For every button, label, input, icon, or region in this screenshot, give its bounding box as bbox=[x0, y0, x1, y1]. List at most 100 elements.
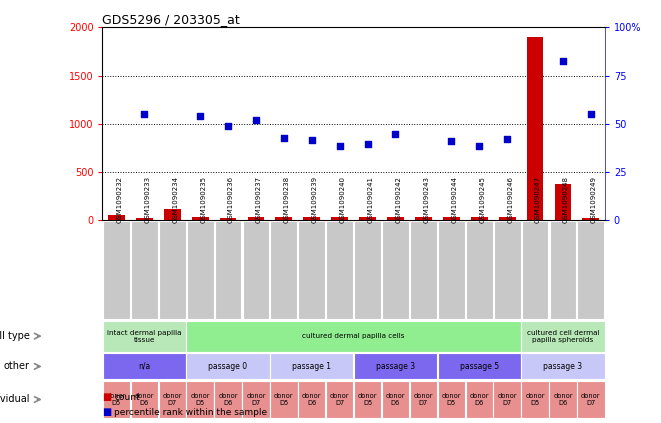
Bar bbox=[303, 217, 320, 220]
Text: donor
D5: donor D5 bbox=[106, 393, 126, 406]
Bar bbox=[248, 217, 264, 220]
Bar bbox=[164, 209, 180, 220]
Text: donor
D6: donor D6 bbox=[553, 393, 572, 406]
Text: passage 5: passage 5 bbox=[459, 362, 499, 371]
FancyBboxPatch shape bbox=[549, 382, 576, 418]
Bar bbox=[192, 217, 208, 220]
Text: donor
D7: donor D7 bbox=[330, 393, 350, 406]
Text: GSM1090232: GSM1090232 bbox=[116, 176, 122, 223]
FancyBboxPatch shape bbox=[382, 221, 409, 319]
Text: donor
D5: donor D5 bbox=[274, 393, 293, 406]
FancyBboxPatch shape bbox=[214, 382, 242, 418]
Text: GSM1090241: GSM1090241 bbox=[368, 176, 373, 223]
Text: GSM1090236: GSM1090236 bbox=[228, 176, 234, 223]
Text: cultured cell dermal
papilla spheroids: cultured cell dermal papilla spheroids bbox=[527, 330, 600, 343]
FancyBboxPatch shape bbox=[243, 221, 269, 319]
FancyBboxPatch shape bbox=[494, 382, 521, 418]
FancyBboxPatch shape bbox=[354, 354, 437, 379]
Text: GSM1090240: GSM1090240 bbox=[340, 176, 346, 223]
Text: percentile rank within the sample: percentile rank within the sample bbox=[114, 408, 268, 417]
Text: donor
D5: donor D5 bbox=[442, 393, 461, 406]
FancyBboxPatch shape bbox=[270, 382, 297, 418]
FancyBboxPatch shape bbox=[354, 221, 381, 319]
Text: GSM1090235: GSM1090235 bbox=[200, 176, 206, 223]
FancyBboxPatch shape bbox=[243, 382, 270, 418]
FancyBboxPatch shape bbox=[522, 354, 605, 379]
FancyBboxPatch shape bbox=[522, 221, 549, 319]
Text: donor
D5: donor D5 bbox=[525, 393, 545, 406]
Text: GSM1090233: GSM1090233 bbox=[144, 176, 150, 223]
FancyBboxPatch shape bbox=[410, 221, 437, 319]
FancyBboxPatch shape bbox=[438, 354, 521, 379]
FancyBboxPatch shape bbox=[159, 382, 186, 418]
Text: GSM1090237: GSM1090237 bbox=[256, 176, 262, 223]
FancyBboxPatch shape bbox=[215, 221, 241, 319]
Bar bbox=[359, 217, 376, 220]
FancyBboxPatch shape bbox=[270, 354, 354, 379]
Bar bbox=[331, 217, 348, 220]
Text: ■: ■ bbox=[102, 407, 112, 417]
Bar bbox=[555, 184, 571, 220]
Text: donor
D5: donor D5 bbox=[190, 393, 210, 406]
FancyBboxPatch shape bbox=[438, 382, 465, 418]
FancyBboxPatch shape bbox=[187, 221, 214, 319]
FancyBboxPatch shape bbox=[102, 382, 130, 418]
Point bbox=[278, 135, 289, 142]
Point bbox=[390, 130, 401, 137]
Text: donor
D7: donor D7 bbox=[497, 393, 517, 406]
Point bbox=[502, 136, 512, 143]
FancyBboxPatch shape bbox=[102, 321, 186, 352]
Bar bbox=[219, 218, 237, 220]
FancyBboxPatch shape bbox=[103, 221, 130, 319]
FancyBboxPatch shape bbox=[578, 221, 604, 319]
FancyBboxPatch shape bbox=[410, 382, 437, 418]
FancyBboxPatch shape bbox=[327, 221, 353, 319]
Bar bbox=[471, 217, 488, 220]
Point bbox=[139, 111, 149, 118]
Text: donor
D6: donor D6 bbox=[218, 393, 238, 406]
Text: GSM1090247: GSM1090247 bbox=[535, 176, 541, 223]
Text: GSM1090245: GSM1090245 bbox=[479, 176, 485, 223]
Point bbox=[195, 113, 206, 120]
Point bbox=[362, 141, 373, 148]
FancyBboxPatch shape bbox=[270, 221, 297, 319]
Point bbox=[446, 138, 457, 145]
Text: GSM1090243: GSM1090243 bbox=[424, 176, 430, 223]
Bar bbox=[387, 217, 404, 220]
Bar bbox=[582, 218, 600, 220]
Text: donor
D6: donor D6 bbox=[135, 393, 154, 406]
FancyBboxPatch shape bbox=[577, 382, 605, 418]
FancyBboxPatch shape bbox=[522, 321, 605, 352]
Text: GSM1090238: GSM1090238 bbox=[284, 176, 290, 223]
Bar bbox=[499, 217, 516, 220]
Point bbox=[307, 137, 317, 144]
Text: GSM1090239: GSM1090239 bbox=[312, 176, 318, 223]
Text: donor
D5: donor D5 bbox=[358, 393, 377, 406]
Text: passage 1: passage 1 bbox=[292, 362, 331, 371]
FancyBboxPatch shape bbox=[102, 354, 186, 379]
FancyBboxPatch shape bbox=[186, 321, 521, 352]
Text: donor
D6: donor D6 bbox=[302, 393, 321, 406]
FancyBboxPatch shape bbox=[326, 382, 354, 418]
Point bbox=[474, 143, 485, 149]
Text: donor
D7: donor D7 bbox=[163, 393, 182, 406]
Text: n/a: n/a bbox=[138, 362, 151, 371]
Text: donor
D7: donor D7 bbox=[581, 393, 601, 406]
FancyBboxPatch shape bbox=[466, 221, 492, 319]
Text: GSM1090248: GSM1090248 bbox=[563, 176, 569, 223]
FancyBboxPatch shape bbox=[131, 382, 158, 418]
Text: donor
D6: donor D6 bbox=[469, 393, 489, 406]
FancyBboxPatch shape bbox=[186, 382, 214, 418]
FancyBboxPatch shape bbox=[494, 221, 520, 319]
Text: passage 3: passage 3 bbox=[543, 362, 582, 371]
Bar bbox=[108, 214, 125, 220]
Point bbox=[586, 111, 596, 118]
FancyBboxPatch shape bbox=[465, 382, 493, 418]
Bar bbox=[527, 37, 543, 220]
Text: passage 3: passage 3 bbox=[376, 362, 415, 371]
Text: other: other bbox=[3, 361, 30, 371]
Point bbox=[334, 142, 345, 149]
Text: cultured dermal papilla cells: cultured dermal papilla cells bbox=[302, 333, 405, 339]
Bar bbox=[443, 217, 459, 220]
Text: count: count bbox=[114, 393, 140, 402]
